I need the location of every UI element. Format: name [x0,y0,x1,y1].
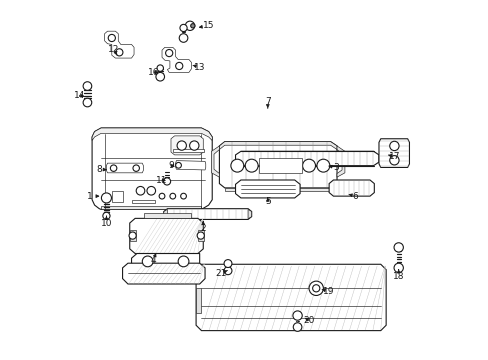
Circle shape [110,165,117,171]
Circle shape [136,186,144,195]
Circle shape [108,35,115,41]
Polygon shape [219,141,336,188]
Circle shape [224,260,231,267]
Text: 7: 7 [264,96,270,105]
Circle shape [389,141,398,150]
Circle shape [389,156,398,165]
Text: 8: 8 [96,165,102,174]
Circle shape [159,193,164,199]
Polygon shape [196,264,386,330]
Polygon shape [224,188,330,192]
Text: 6: 6 [352,192,358,201]
Circle shape [316,159,329,172]
Polygon shape [106,163,143,173]
Circle shape [147,186,155,195]
Circle shape [175,162,181,168]
Polygon shape [198,230,203,241]
Polygon shape [235,151,378,166]
Circle shape [190,24,195,28]
Polygon shape [129,219,203,253]
Polygon shape [122,263,204,284]
Text: 10: 10 [101,219,112,228]
Polygon shape [336,146,344,177]
Text: 5: 5 [264,197,270,206]
Text: 20: 20 [303,316,314,325]
Circle shape [178,256,188,267]
Polygon shape [131,253,199,268]
Circle shape [393,243,403,252]
Text: 17: 17 [388,152,400,161]
Circle shape [83,98,92,107]
Polygon shape [112,192,122,202]
Circle shape [142,256,153,267]
Circle shape [133,165,139,171]
Circle shape [224,267,231,275]
Circle shape [302,159,315,172]
Polygon shape [163,209,251,220]
Circle shape [292,311,302,320]
Circle shape [129,232,136,239]
Text: 2: 2 [200,224,205,233]
Polygon shape [129,230,136,241]
Text: 13: 13 [194,63,205,72]
Text: 9: 9 [168,161,174,170]
Circle shape [189,141,199,150]
Circle shape [157,65,163,71]
Polygon shape [104,31,134,58]
Polygon shape [101,206,201,210]
Polygon shape [131,200,155,203]
Polygon shape [378,139,408,167]
Circle shape [180,193,186,199]
Circle shape [156,72,164,81]
Polygon shape [247,210,251,219]
Circle shape [230,159,244,172]
Circle shape [163,178,170,185]
Polygon shape [171,136,203,155]
Polygon shape [144,213,190,219]
Circle shape [83,82,92,90]
Circle shape [308,281,323,296]
Polygon shape [92,128,212,210]
Text: 12: 12 [108,45,119,54]
Text: 18: 18 [392,272,404,281]
Text: 3: 3 [332,163,338,172]
Circle shape [165,49,172,57]
Polygon shape [211,146,219,177]
Circle shape [197,232,204,239]
Polygon shape [258,158,301,173]
Polygon shape [328,180,373,196]
Circle shape [293,323,301,331]
Polygon shape [162,47,191,72]
Circle shape [177,141,186,150]
Circle shape [175,62,183,69]
Text: 4: 4 [150,256,156,265]
Circle shape [116,49,122,56]
Polygon shape [235,180,300,198]
Polygon shape [219,141,336,149]
Circle shape [180,24,187,32]
Text: 16: 16 [148,68,160,77]
Circle shape [244,159,258,172]
Circle shape [179,34,187,42]
Polygon shape [175,161,205,170]
Polygon shape [196,288,201,313]
Polygon shape [92,128,212,140]
Polygon shape [172,149,204,152]
Text: 11: 11 [156,176,167,185]
Text: 21: 21 [215,269,226,278]
Polygon shape [163,210,167,219]
Text: 19: 19 [323,287,334,296]
Circle shape [102,212,110,220]
Text: 1: 1 [86,192,92,201]
Circle shape [169,193,175,199]
Circle shape [185,21,194,31]
Text: 15: 15 [203,21,214,30]
Circle shape [312,285,319,292]
Circle shape [101,193,111,203]
Text: 14: 14 [74,91,85,100]
Circle shape [393,263,403,273]
